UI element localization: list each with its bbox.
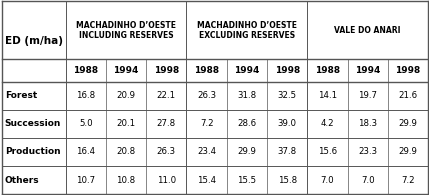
Text: 29.9: 29.9: [399, 120, 417, 129]
Text: 1994: 1994: [355, 66, 381, 75]
Text: 7.2: 7.2: [401, 176, 415, 184]
Text: 5.0: 5.0: [79, 120, 93, 129]
Text: 20.9: 20.9: [117, 91, 136, 100]
Text: 21.6: 21.6: [399, 91, 417, 100]
Text: 28.6: 28.6: [237, 120, 257, 129]
Text: Production: Production: [5, 147, 60, 156]
Text: 26.3: 26.3: [197, 91, 216, 100]
Text: 23.4: 23.4: [197, 147, 216, 156]
Text: 1988: 1988: [73, 66, 98, 75]
Text: 19.7: 19.7: [358, 91, 377, 100]
Text: ED (m/ha): ED (m/ha): [5, 36, 63, 46]
Text: 27.8: 27.8: [157, 120, 176, 129]
Text: 15.6: 15.6: [318, 147, 337, 156]
Text: 14.1: 14.1: [318, 91, 337, 100]
Text: 20.8: 20.8: [117, 147, 136, 156]
Text: 10.7: 10.7: [76, 176, 95, 184]
Text: 20.1: 20.1: [117, 120, 136, 129]
Text: Succession: Succession: [5, 120, 61, 129]
Text: 31.8: 31.8: [237, 91, 257, 100]
Text: 10.8: 10.8: [117, 176, 136, 184]
Text: 16.4: 16.4: [76, 147, 95, 156]
Text: 15.8: 15.8: [278, 176, 297, 184]
Text: 18.3: 18.3: [358, 120, 377, 129]
Text: 1998: 1998: [154, 66, 179, 75]
Text: 1994: 1994: [113, 66, 139, 75]
Text: 7.0: 7.0: [320, 176, 334, 184]
Text: 29.9: 29.9: [399, 147, 417, 156]
Text: 37.8: 37.8: [278, 147, 297, 156]
Text: 23.3: 23.3: [358, 147, 377, 156]
Text: MACHADINHO D’OESTE
EXCLUDING RESERVES: MACHADINHO D’OESTE EXCLUDING RESERVES: [197, 20, 297, 40]
Text: 1988: 1988: [194, 66, 219, 75]
Text: 1988: 1988: [315, 66, 340, 75]
Text: 15.5: 15.5: [237, 176, 257, 184]
Text: 1998: 1998: [275, 66, 300, 75]
Text: 16.8: 16.8: [76, 91, 95, 100]
Text: Others: Others: [5, 176, 39, 184]
Text: VALE DO ANARI: VALE DO ANARI: [335, 26, 401, 35]
Text: 22.1: 22.1: [157, 91, 176, 100]
Text: Forest: Forest: [5, 91, 37, 100]
Text: 7.2: 7.2: [200, 120, 213, 129]
Text: 29.9: 29.9: [238, 147, 256, 156]
Text: 11.0: 11.0: [157, 176, 176, 184]
Text: 1998: 1998: [396, 66, 420, 75]
Text: 1994: 1994: [234, 66, 260, 75]
Text: 4.2: 4.2: [320, 120, 334, 129]
Text: 15.4: 15.4: [197, 176, 216, 184]
Text: 39.0: 39.0: [278, 120, 297, 129]
Text: 32.5: 32.5: [278, 91, 297, 100]
Text: 7.0: 7.0: [361, 176, 375, 184]
Text: 26.3: 26.3: [157, 147, 176, 156]
Text: MACHADINHO D’OESTE
INCLUDING RESERVES: MACHADINHO D’OESTE INCLUDING RESERVES: [76, 20, 176, 40]
